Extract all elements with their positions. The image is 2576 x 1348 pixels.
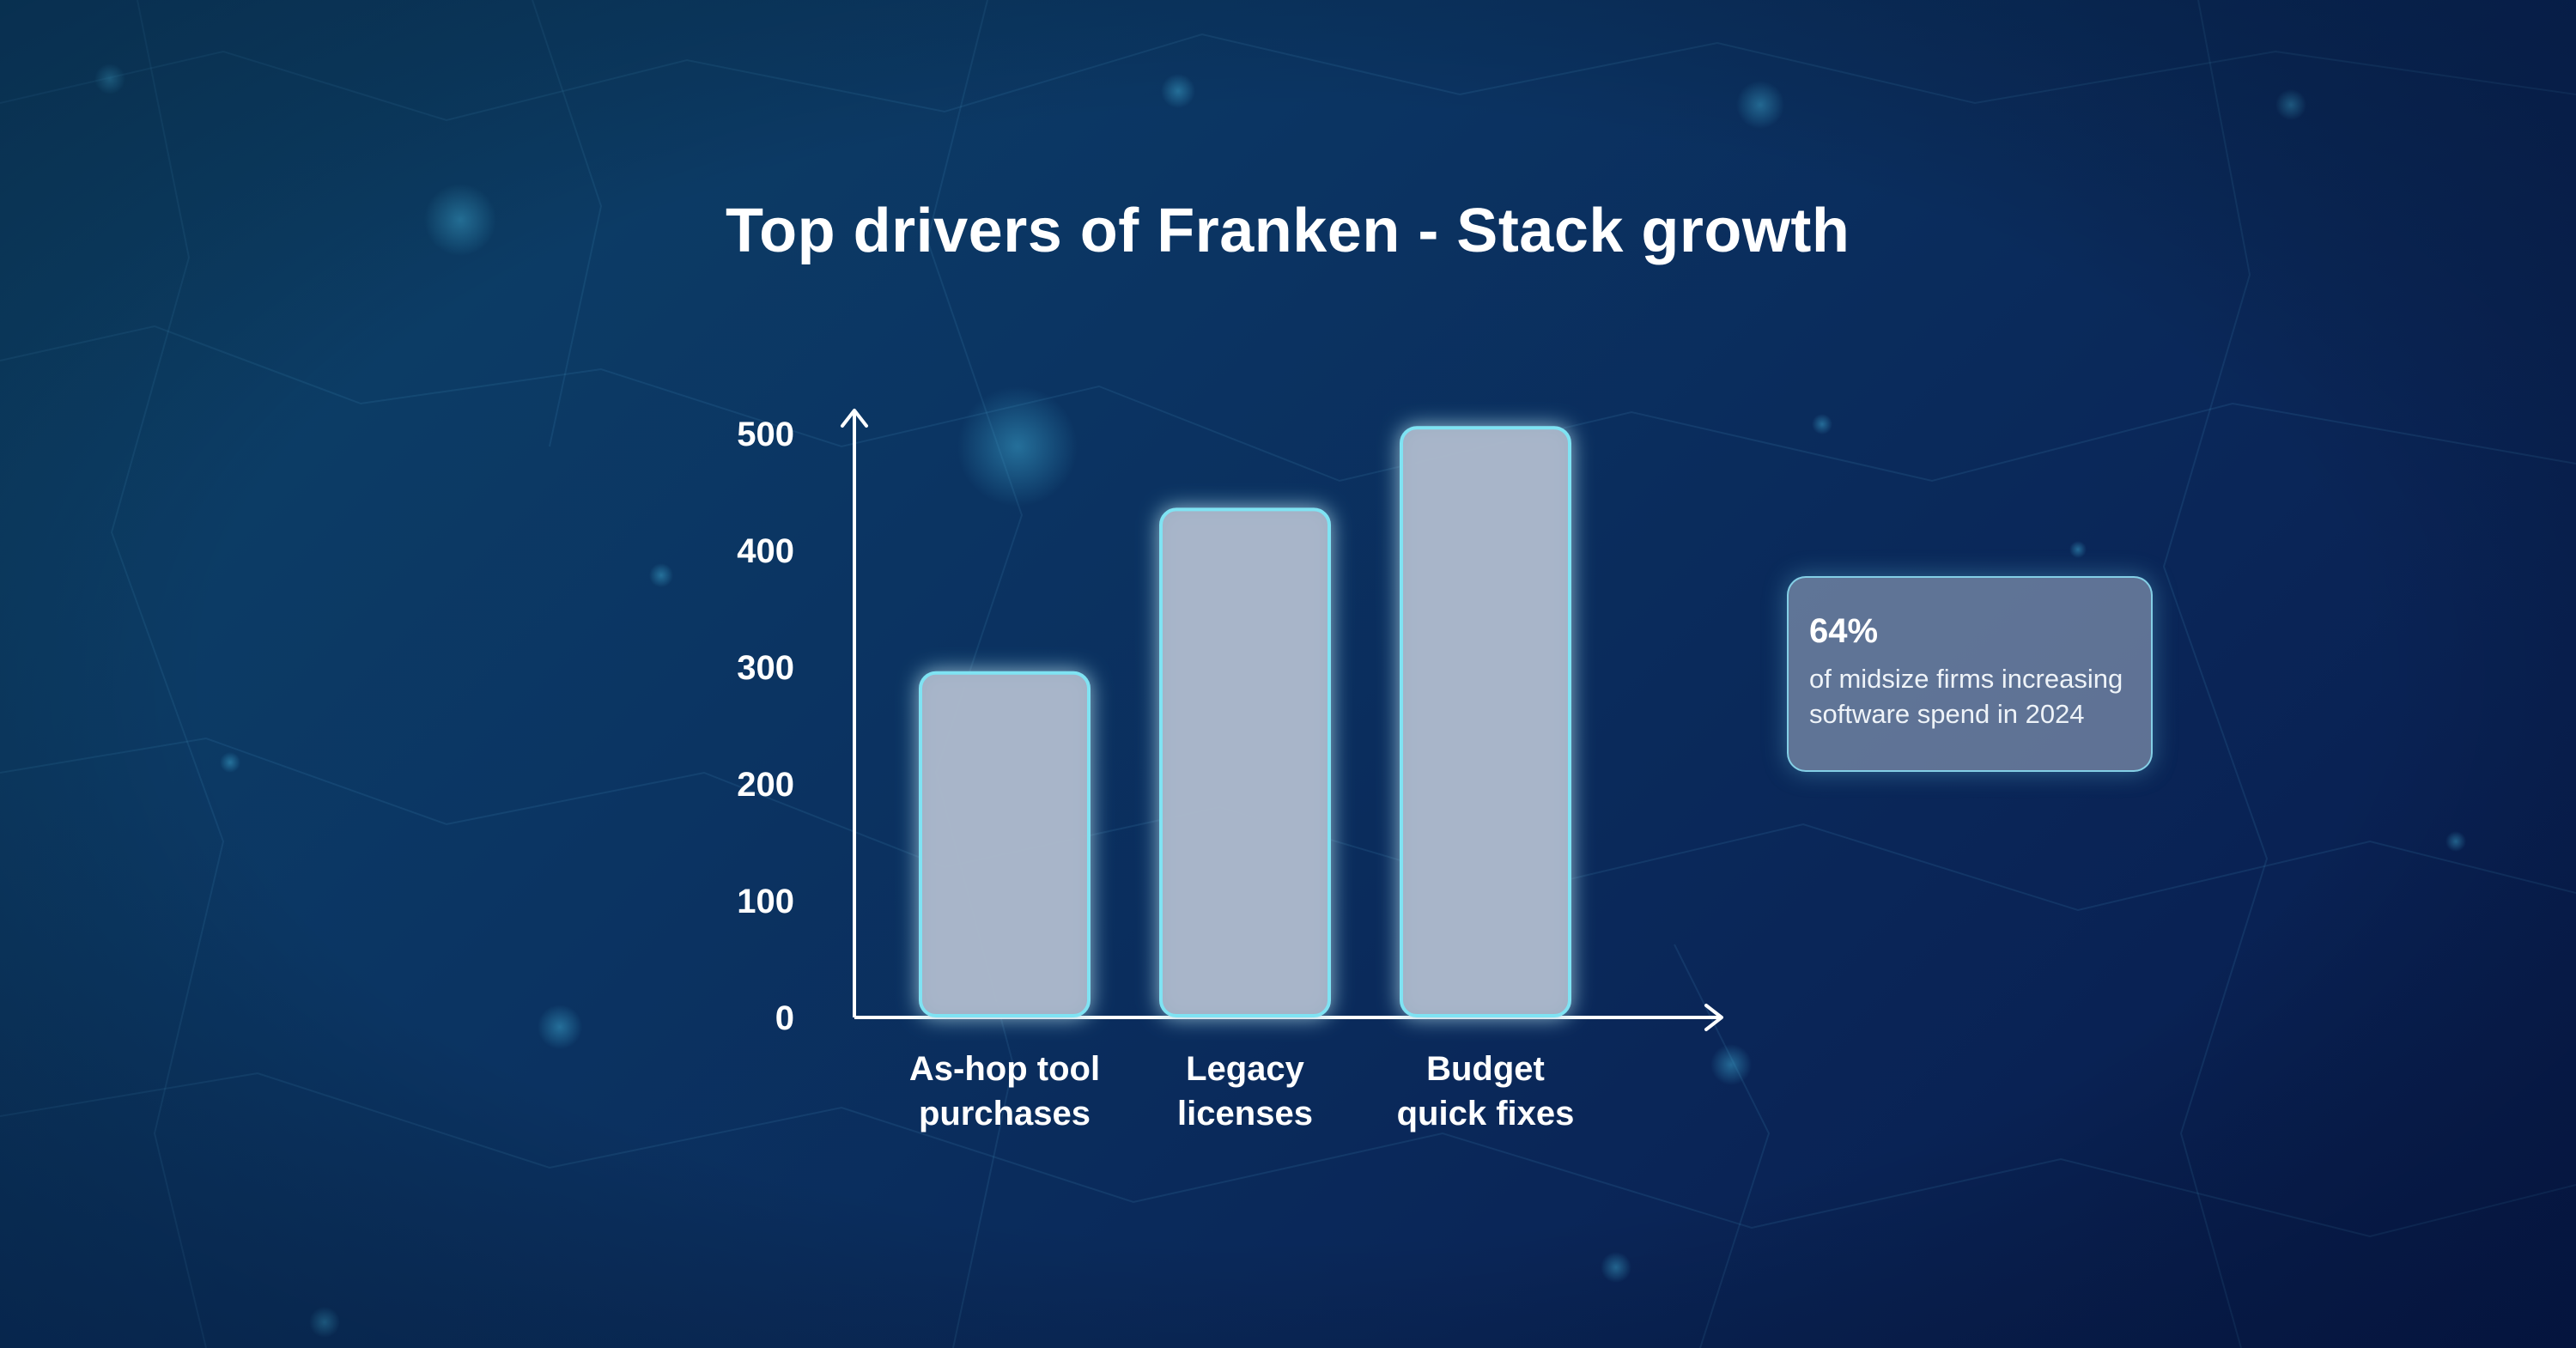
x-tick-label-line: purchases <box>919 1095 1091 1132</box>
x-tick-label-line: licenses <box>1177 1095 1313 1132</box>
y-tick-label: 200 <box>737 766 794 804</box>
bar <box>1400 426 1571 1017</box>
stat-text-line-1: of midsize firms increasing <box>1809 664 2123 694</box>
y-tick-label: 300 <box>737 649 794 687</box>
bar <box>1159 507 1331 1017</box>
y-tick-label: 400 <box>737 532 794 570</box>
y-tick-label: 100 <box>737 883 794 920</box>
x-tick-label: Legacy licenses <box>1177 1050 1313 1132</box>
bar <box>919 671 1091 1017</box>
stat-value: 64% <box>1809 612 1879 650</box>
x-axis-arrow <box>1704 1004 1723 1031</box>
x-tick-label-line: As-hop tool <box>909 1050 1100 1088</box>
x-tick-label-line: Budget <box>1426 1050 1545 1088</box>
chart-title: Top drivers of Franken - Stack growth <box>726 197 1850 265</box>
x-tick-label: Budget quick fixes <box>1397 1050 1575 1132</box>
y-tick-label: 0 <box>775 999 794 1037</box>
stat-callout-card: 64% of midsize firms increasing software… <box>1787 576 2153 772</box>
y-tick-label: 500 <box>737 416 794 453</box>
x-tick-label: As-hop tool purchases <box>909 1050 1100 1132</box>
x-tick-label-line: Legacy <box>1186 1050 1305 1088</box>
y-axis-arrow <box>841 409 868 428</box>
stat-text-line-2: software spend in 2024 <box>1809 699 2085 729</box>
x-tick-label-line: quick fixes <box>1397 1095 1575 1132</box>
